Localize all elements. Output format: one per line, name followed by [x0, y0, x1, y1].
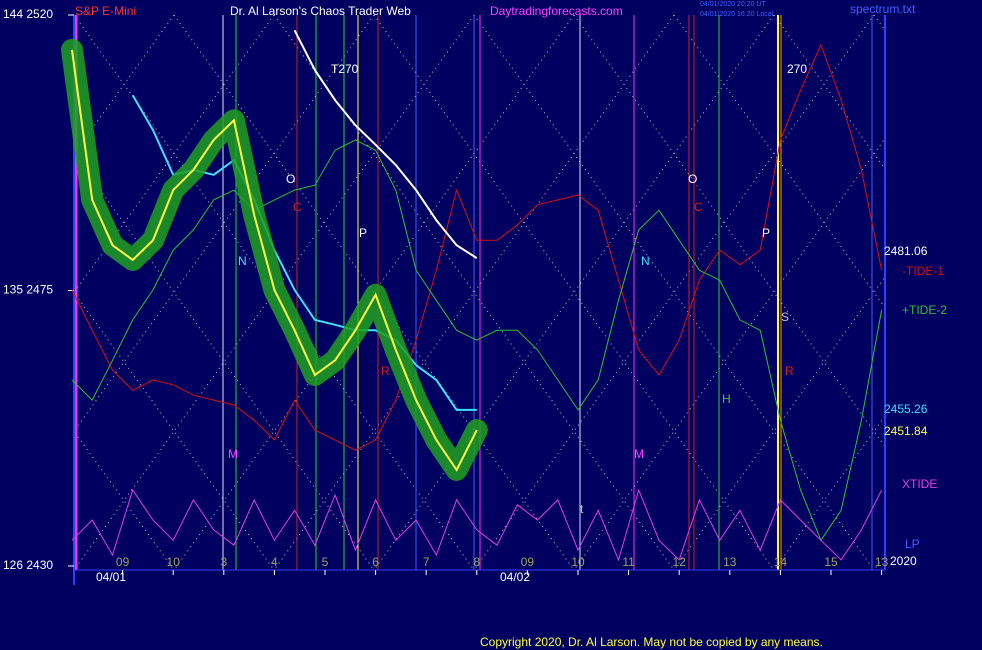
- lattice-line: [273, 15, 675, 570]
- annotation: T270: [331, 62, 359, 76]
- annotation: M: [634, 447, 644, 461]
- lattice-line: [373, 15, 775, 570]
- annotation: R: [381, 364, 390, 378]
- annotation: O: [286, 172, 295, 186]
- series-line: [71, 43, 883, 451]
- series-line: [293, 29, 478, 259]
- lattice-line: [75, 293, 275, 570]
- annotation: N: [238, 254, 247, 268]
- annotation: 270: [787, 62, 807, 76]
- x-tick-label: 11: [622, 555, 635, 569]
- legend-label: +TIDE-2: [902, 303, 947, 317]
- annotation: N: [641, 254, 650, 268]
- x-tick-label: 13: [723, 555, 737, 569]
- file-name: spectrum.txt: [850, 2, 916, 16]
- annotation: 2481.06: [884, 244, 928, 258]
- x-tick-label: 12: [673, 555, 687, 569]
- year-label: 2020: [890, 554, 917, 568]
- y-tick-label: 144 2520: [3, 7, 53, 21]
- x-tick-label: 7: [423, 555, 430, 569]
- lattice-line: [573, 139, 884, 570]
- x-tick-label: 09: [116, 555, 130, 569]
- date-label: 04/02: [500, 570, 530, 584]
- x-tick-label: 6: [372, 555, 379, 569]
- annotation: 2451.84: [884, 424, 928, 438]
- symbol: S&P E-Mini: [75, 4, 136, 18]
- y-tick-label: 135 2475: [3, 283, 53, 297]
- annotation: S: [781, 310, 789, 324]
- x-tick-label: 15: [824, 555, 838, 569]
- lattice-line: [673, 277, 884, 570]
- x-tick-label: 8: [473, 555, 480, 569]
- annotation: R: [785, 364, 794, 378]
- annotation: O: [688, 172, 697, 186]
- annotation: M: [228, 447, 238, 461]
- x-tick-label: 09: [521, 555, 535, 569]
- x-tick-label: 5: [322, 555, 329, 569]
- x-tick-label: 13: [875, 555, 889, 569]
- x-tick-label: 10: [167, 555, 181, 569]
- series-line: [71, 488, 883, 562]
- lattice-line: [75, 431, 175, 570]
- timestamp: 04/01/2020 16:20 Local: [700, 11, 774, 18]
- lattice-line: [773, 416, 884, 570]
- x-tick-label: 14: [774, 555, 788, 569]
- lattice: [75, 15, 884, 570]
- lattice-line: [75, 15, 475, 570]
- x-tick-label: 3: [220, 555, 227, 569]
- annotation: P: [762, 226, 770, 240]
- lattice-line: [75, 15, 475, 570]
- annotation: LP: [905, 537, 920, 551]
- annotation: C: [293, 200, 302, 214]
- series-line: [71, 49, 478, 472]
- lattice-line: [473, 15, 875, 570]
- annotation: C: [694, 200, 703, 214]
- annotation: H: [722, 392, 731, 406]
- timestamp: 04/01/2020 20:20 UT: [700, 1, 766, 8]
- lattice-line: [173, 15, 575, 570]
- series-line: [71, 139, 883, 542]
- annotation: t: [580, 502, 584, 516]
- legend-label: -TIDE-1: [902, 264, 944, 278]
- x-tick-label: 10: [571, 555, 585, 569]
- date-label: 04/01: [96, 570, 126, 584]
- y-tick-label: 126 2430: [3, 558, 53, 572]
- chart-title: Dr. Al Larson's Chaos Trader Web: [230, 4, 411, 18]
- lattice-line: [75, 154, 375, 570]
- x-tick-label: 4: [271, 555, 278, 569]
- legend-label: XTIDE: [902, 477, 937, 491]
- lattice-line: [373, 15, 775, 570]
- lattice-line: [473, 15, 875, 570]
- site: Daytradingforecasts.com: [490, 4, 623, 18]
- lattice-line: [173, 15, 575, 570]
- annotation: P: [359, 226, 367, 240]
- annotation: 2455.26: [884, 402, 928, 416]
- lattice-line: [273, 15, 675, 570]
- copyright: Copyright 2020, Dr. Al Larson. May not b…: [480, 635, 823, 649]
